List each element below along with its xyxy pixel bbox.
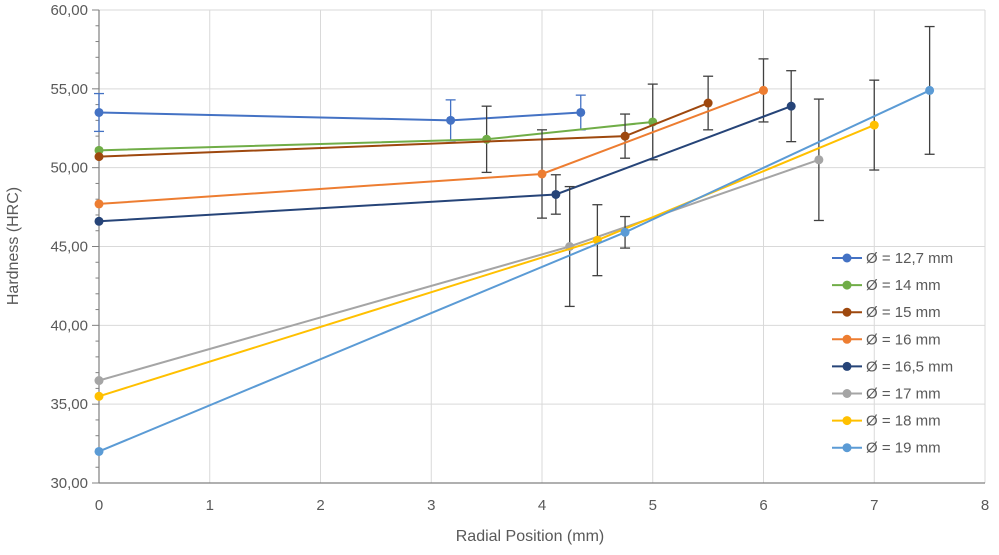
y-tick-label: 60,00: [50, 2, 88, 19]
legend-marker-icon: [842, 334, 852, 344]
y-tick-label: 45,00: [50, 239, 88, 256]
series-3: [94, 58, 769, 219]
data-point-marker: [94, 145, 104, 155]
x-tick-label: 2: [316, 497, 324, 514]
data-point-marker: [94, 107, 104, 117]
legend-label: Ø = 15 mm: [866, 304, 941, 321]
x-axis-title: Radial Position (mm): [456, 528, 604, 545]
series-2: [94, 75, 714, 162]
series-7: [94, 25, 935, 456]
grid-layer: [99, 9, 986, 483]
legend-item: Ø = 16 mm: [832, 331, 941, 348]
y-tick-label: 50,00: [50, 160, 88, 177]
legend-marker-icon: [842, 443, 852, 453]
x-tick-label: 5: [649, 497, 657, 514]
legend-label: Ø = 16 mm: [866, 331, 941, 348]
data-point-marker: [576, 107, 586, 117]
legend-marker-icon: [842, 253, 852, 263]
legend-item: Ø = 14 mm: [832, 277, 941, 294]
data-point-marker: [551, 189, 561, 199]
legend-marker-icon: [842, 389, 852, 398]
series-4: [94, 70, 797, 226]
legend-marker-icon: [842, 307, 852, 317]
y-tick-label: 40,00: [50, 317, 88, 334]
data-point-marker: [869, 120, 879, 130]
legend-item: Ø = 17 mm: [832, 386, 941, 403]
legend-label: Ø = 16,5 mm: [866, 358, 953, 375]
series-layer: [94, 25, 935, 456]
data-point-marker: [94, 152, 104, 162]
legend-marker-icon: [842, 361, 852, 371]
data-point-marker: [925, 85, 935, 95]
series-line: [98, 89, 931, 453]
legend-label: Ø = 14 mm: [866, 277, 941, 294]
legend-label: Ø = 17 mm: [866, 386, 941, 403]
y-tick-label: 55,00: [50, 81, 88, 98]
x-tick-label: 7: [870, 497, 878, 514]
data-point-marker: [814, 155, 824, 165]
x-tick-label: 8: [981, 497, 989, 514]
legend-label: Ø = 19 mm: [866, 440, 941, 457]
legend-item: Ø = 12,7 mm: [832, 250, 953, 267]
data-point-marker: [446, 115, 456, 125]
legend-item: Ø = 16,5 mm: [832, 358, 953, 375]
series-0: [94, 92, 586, 142]
data-point-marker: [94, 216, 104, 226]
data-point-marker: [703, 98, 713, 108]
legend: Ø = 12,7 mm Ø = 14 mm Ø = 15 mm Ø = 16 mm Ø …: [832, 250, 953, 457]
data-point-marker: [786, 101, 796, 111]
y-tick-label: 30,00: [50, 475, 88, 492]
data-point-marker: [94, 199, 104, 209]
legend-item: Ø = 15 mm: [832, 304, 941, 321]
legend-label: Ø = 12,7 mm: [866, 250, 953, 267]
data-point-marker: [620, 131, 630, 141]
series-5: [94, 98, 824, 386]
axis-layer: 30,00 35,00 40,00 45,00 50,00 55,00 60,00 0 1 2 3 4…: [50, 2, 989, 514]
data-point-marker: [94, 446, 104, 456]
data-point-marker: [759, 85, 768, 95]
y-tick-label: 35,00: [50, 396, 88, 413]
data-point-marker: [620, 227, 630, 237]
x-tick-label: 0: [95, 497, 103, 514]
x-tick-label: 3: [427, 497, 435, 514]
legend-item: Ø = 18 mm: [832, 413, 941, 430]
data-point-marker: [537, 169, 547, 179]
data-point-marker: [94, 376, 104, 386]
x-tick-label: 1: [206, 497, 214, 514]
data-point-marker: [94, 391, 104, 401]
x-tick-label: 4: [538, 497, 546, 514]
legend-marker-icon: [842, 280, 852, 290]
series-line: [98, 111, 581, 122]
legend-marker-icon: [842, 416, 852, 426]
x-tick-label: 6: [759, 497, 767, 514]
y-axis-title: Hardness (HRC): [5, 187, 22, 305]
legend-label: Ø = 18 mm: [866, 413, 941, 430]
series-1: [94, 83, 658, 174]
legend-item: Ø = 19 mm: [832, 440, 941, 457]
